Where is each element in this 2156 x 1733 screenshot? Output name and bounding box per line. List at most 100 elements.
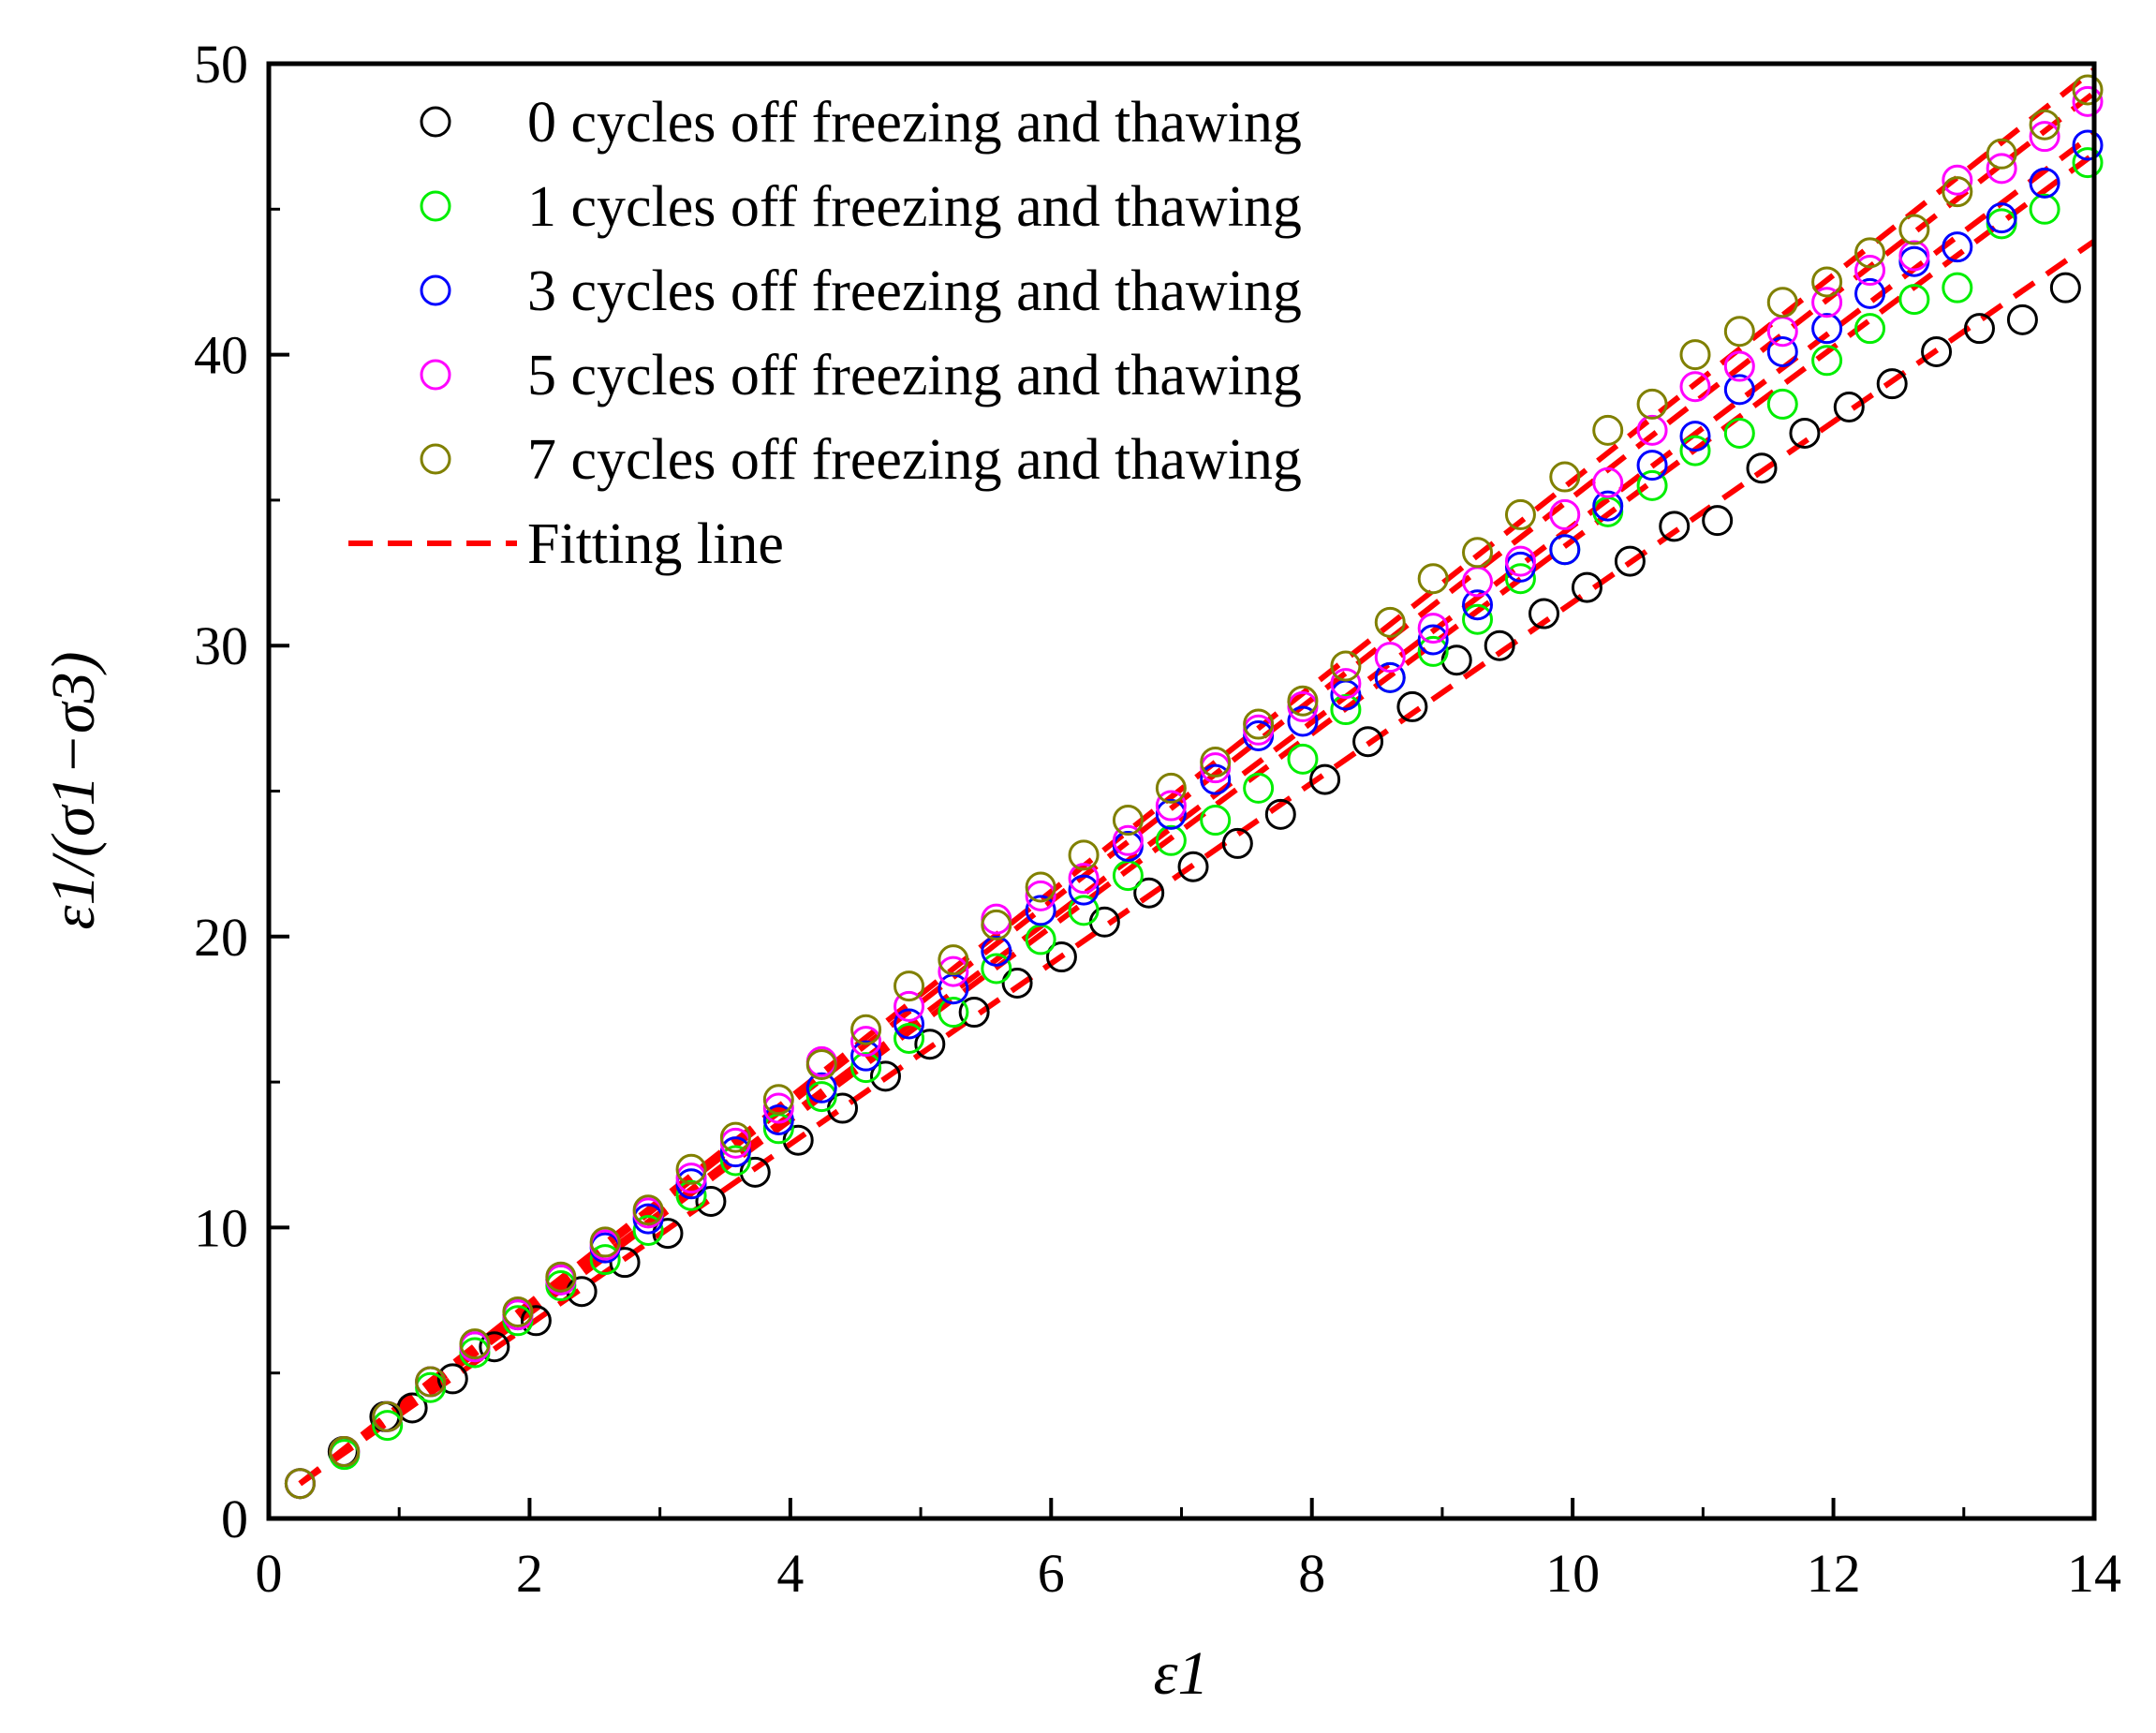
data-point xyxy=(1243,708,1275,740)
data-point xyxy=(2072,85,2104,117)
data-point xyxy=(1898,214,1930,245)
data-point xyxy=(1986,138,2017,170)
data-point xyxy=(1068,863,1100,895)
data-point xyxy=(1592,414,1624,446)
data-point xyxy=(1636,450,1668,481)
data-point xyxy=(1789,417,1821,449)
data-point xyxy=(805,1081,837,1113)
data-point xyxy=(1462,537,1494,569)
series-4 xyxy=(284,74,2104,1500)
data-point xyxy=(1068,895,1100,926)
legend-item: 7 cycles off freezing and thawing xyxy=(420,428,1302,492)
y-tick-label: 20 xyxy=(194,907,248,968)
legend-label: 3 cycles off freezing and thawing xyxy=(527,259,1302,323)
data-point xyxy=(675,1163,707,1194)
data-point xyxy=(1854,313,1886,345)
data-point xyxy=(1504,545,1536,577)
data-point xyxy=(695,1185,727,1217)
data-point xyxy=(869,1060,901,1092)
data-point xyxy=(1679,371,1711,403)
data-point xyxy=(1177,851,1209,882)
legend-marker xyxy=(420,106,451,138)
data-point xyxy=(1811,345,1843,377)
x-axis-ticks: 0 2 4 6 8 10 12 14 xyxy=(256,1498,2121,1604)
data-point xyxy=(1243,772,1275,804)
data-point xyxy=(958,997,990,1029)
legend-marker xyxy=(420,274,451,306)
data-point xyxy=(459,1328,491,1360)
data-point xyxy=(1614,545,1646,577)
data-point xyxy=(1723,316,1755,348)
data-point xyxy=(1549,534,1581,566)
data-point xyxy=(1942,272,1973,304)
data-point xyxy=(850,1040,882,1072)
data-points xyxy=(284,74,2104,1500)
data-point xyxy=(805,1048,837,1080)
data-point xyxy=(1549,461,1581,493)
data-point xyxy=(1155,798,1187,830)
data-point xyxy=(981,935,1012,967)
data-point xyxy=(1854,255,1886,287)
y-axis-label: ε1/(σ1−σ3) xyxy=(39,652,108,930)
data-point xyxy=(1528,598,1560,630)
data-point xyxy=(1200,746,1232,778)
data-point xyxy=(652,1218,684,1250)
x-tick-label: 14 xyxy=(2067,1543,2121,1604)
data-point xyxy=(1200,805,1232,837)
data-point xyxy=(1045,941,1077,973)
data-point xyxy=(914,1029,946,1060)
data-point xyxy=(2072,129,2104,161)
legend-label: 0 cycles off freezing and thawing xyxy=(527,91,1302,155)
data-point xyxy=(1352,726,1384,758)
data-point xyxy=(981,909,1012,941)
data-point xyxy=(1287,705,1319,737)
data-point xyxy=(1155,772,1187,804)
data-point xyxy=(1462,603,1494,635)
data-point xyxy=(938,944,969,976)
data-point xyxy=(1811,266,1843,298)
y-tick-label: 10 xyxy=(194,1197,248,1258)
data-point xyxy=(1723,374,1755,406)
legend-label: 1 cycles off freezing and thawing xyxy=(527,175,1302,239)
data-point xyxy=(1330,694,1362,726)
data-point xyxy=(1287,743,1319,775)
data-point xyxy=(1068,839,1100,871)
data-point xyxy=(1942,176,1973,208)
data-point xyxy=(1025,895,1056,926)
data-point xyxy=(2049,272,2081,304)
data-point xyxy=(981,953,1012,985)
data-point xyxy=(632,1215,664,1247)
data-point xyxy=(1854,237,1886,269)
data-point xyxy=(1571,571,1602,603)
data-point xyxy=(1025,871,1056,903)
data-point xyxy=(2029,167,2060,199)
data-point xyxy=(1417,563,1449,595)
data-point xyxy=(1921,335,1953,367)
data-point xyxy=(1200,763,1232,795)
x-axis-label: ε1 xyxy=(1153,1639,1208,1708)
data-point xyxy=(1330,668,1362,700)
data-point xyxy=(609,1247,641,1279)
data-point xyxy=(1417,613,1449,644)
data-point xyxy=(1636,388,1668,420)
y-tick-label: 0 xyxy=(221,1489,248,1549)
data-point xyxy=(1264,798,1296,830)
legend-item: 5 cycles off freezing and thawing xyxy=(420,344,1302,407)
data-point xyxy=(1374,606,1406,638)
data-point xyxy=(589,1244,621,1276)
data-point xyxy=(1898,240,1930,272)
data-point xyxy=(893,1023,925,1055)
fitting-line-0 xyxy=(298,238,2096,1487)
data-point xyxy=(893,970,925,1002)
data-point xyxy=(893,1008,925,1040)
data-point xyxy=(1112,805,1144,837)
data-point xyxy=(1155,824,1187,856)
data-point xyxy=(1133,877,1165,909)
data-point xyxy=(1986,202,2017,234)
data-point xyxy=(2072,74,2104,106)
data-point xyxy=(805,1072,837,1103)
data-point xyxy=(1592,490,1624,522)
data-point xyxy=(1679,339,1711,371)
data-point xyxy=(938,955,969,987)
legend-marker xyxy=(420,443,451,475)
